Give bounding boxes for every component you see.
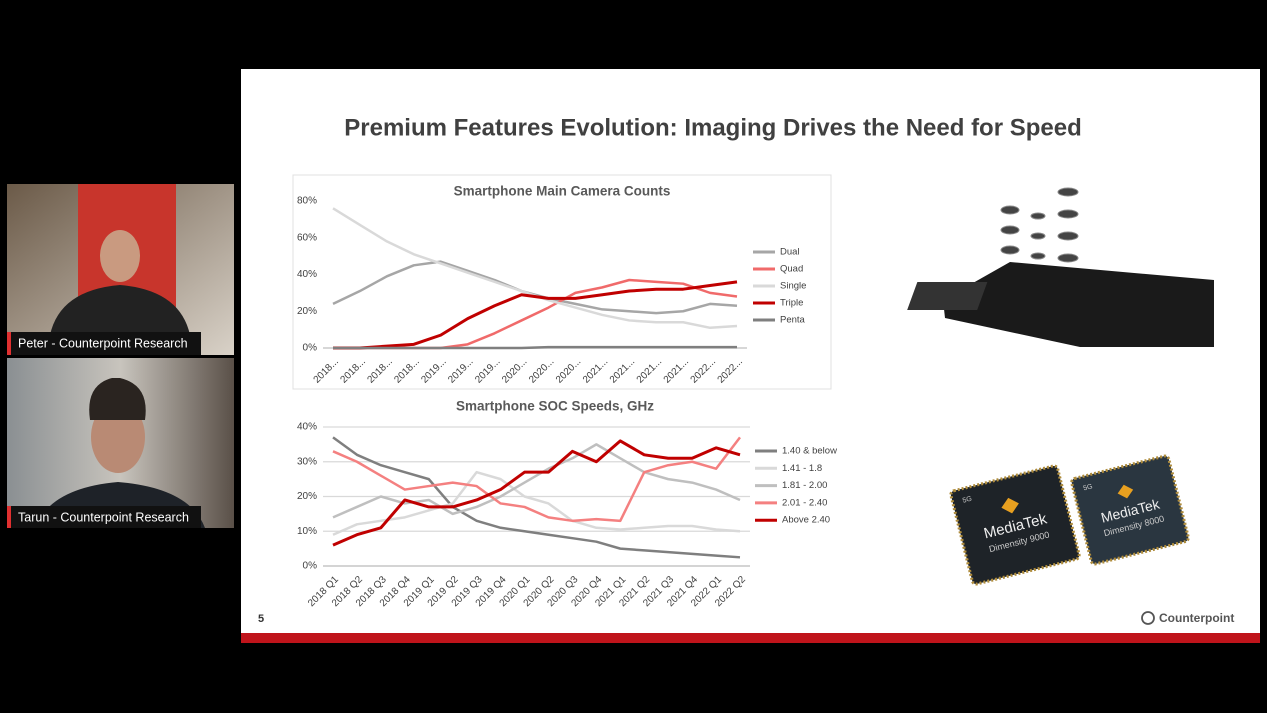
chart-frame	[292, 174, 832, 390]
logo: Counterpoint	[1159, 611, 1234, 625]
legend-label: Triple	[780, 298, 803, 309]
head	[100, 230, 140, 282]
chip-badge: 5G	[962, 496, 973, 505]
name-bar-accent	[7, 332, 11, 355]
slide-title: Premium Features Evolution: Imaging Driv…	[344, 114, 1082, 141]
logo-icon	[1141, 611, 1155, 625]
legend-label: 1.81 - 2.00	[782, 480, 827, 491]
video-tile[interactable]: Tarun - Counterpoint Research	[7, 358, 234, 528]
legend-label: 2.01 - 2.40	[782, 497, 827, 508]
name-bar	[7, 332, 201, 355]
y-tick-label: 30%	[297, 456, 317, 467]
participant-name: Tarun - Counterpoint Research	[18, 510, 189, 524]
y-tick-label: 40%	[297, 422, 317, 433]
camera-illustration	[907, 187, 1214, 347]
y-tick-label: 20%	[297, 491, 317, 502]
video-tile[interactable]: Peter - Counterpoint Research	[7, 184, 234, 355]
legend-label: Single	[780, 281, 806, 292]
chip: 5G MediaTek Dimensity 9000	[949, 464, 1081, 586]
legend-label: Quad	[780, 264, 803, 275]
chip-logo	[1117, 484, 1134, 499]
chip-logo	[1001, 497, 1019, 514]
name-bar	[7, 506, 201, 528]
legend-label: Dual	[780, 247, 800, 258]
legend-label: 1.41 - 1.8	[782, 463, 822, 474]
series-line	[333, 345, 737, 350]
y-tick-label: 60%	[297, 232, 317, 243]
phone	[943, 262, 1214, 347]
legend-label: Above 2.40	[782, 515, 830, 526]
sensor	[907, 282, 988, 310]
series-line	[332, 470, 741, 536]
chart-title: Smartphone SOC Speeds, GHz	[456, 399, 654, 414]
body	[50, 285, 190, 335]
legend-label: Penta	[780, 315, 806, 326]
series-line	[332, 439, 741, 547]
y-tick-label: 80%	[297, 196, 317, 207]
lens-stack	[1000, 187, 1079, 263]
series-line	[332, 436, 741, 523]
y-tick-label: 0%	[303, 343, 318, 354]
chart-title: Smartphone Main Camera Counts	[454, 184, 671, 199]
y-tick-label: 20%	[297, 306, 317, 317]
hair	[89, 378, 146, 420]
series-line	[332, 436, 741, 559]
y-tick-label: 40%	[297, 269, 317, 280]
name-bar-accent	[7, 506, 11, 528]
y-tick-label: 0%	[303, 561, 318, 572]
y-tick-label: 10%	[297, 526, 317, 537]
page-number: 5	[258, 613, 264, 625]
participant-name: Peter - Counterpoint Research	[18, 336, 188, 350]
series-line	[332, 443, 741, 519]
chip-body	[949, 464, 1081, 586]
slide-footer-bar	[241, 633, 1260, 643]
legend-label: 1.40 & below	[782, 446, 837, 457]
series-line	[333, 280, 738, 350]
chip-badge: 5G	[1083, 483, 1094, 492]
